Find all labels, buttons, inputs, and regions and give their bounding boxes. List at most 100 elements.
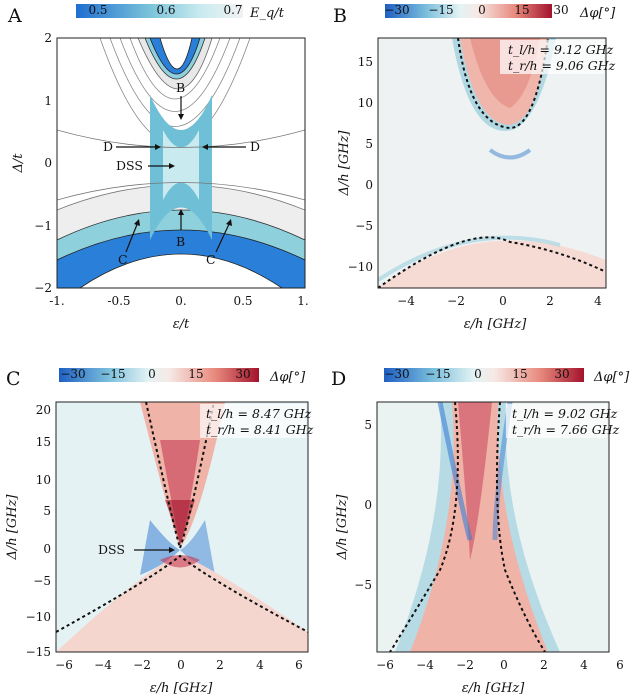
colorbar-tick: 15 <box>188 367 203 381</box>
colorbar-tick: −15 <box>100 367 125 381</box>
param-tl: t_l/h = 9.12 GHz <box>508 42 614 57</box>
colorbar-tick: 15 <box>514 3 529 17</box>
x-tick: 2 <box>540 658 548 672</box>
y-tick: 5 <box>365 137 373 151</box>
annotation: B <box>176 234 185 249</box>
x-tick: −6 <box>376 658 394 672</box>
colorbar-tick: −15 <box>428 3 453 17</box>
param-tl: t_l/h = 9.02 GHz <box>512 406 618 421</box>
colorbar-tick: −30 <box>384 367 409 381</box>
annotation: C <box>118 252 128 267</box>
y-tick: 10 <box>36 473 51 487</box>
colorbar-c <box>59 368 259 382</box>
panel-d: D −30 −15 0 15 30 Δφ[°] t_l/h = 9.02 GHz… <box>331 367 630 696</box>
x-tick: −4 <box>416 658 434 672</box>
colorbar-label: Δφ[°] <box>593 370 630 385</box>
x-tick: 6 <box>295 658 303 672</box>
energy-map-a <box>57 38 305 288</box>
y-axis-label: Δ/h [GHz] <box>5 494 20 561</box>
y-axis-label: Δ/h [GHz] <box>335 494 350 561</box>
x-tick: 0.5 <box>233 294 252 308</box>
phase-map-b <box>378 38 606 288</box>
panel-a: A 0.5 0.6 0.7 E_q/t B <box>7 3 309 332</box>
x-tick: 4 <box>594 294 602 308</box>
panel-label-a: A <box>7 5 22 27</box>
x-tick: 4 <box>580 658 588 672</box>
y-tick: 2 <box>44 31 52 45</box>
x-axis-label: ε/h [GHz] <box>464 317 528 332</box>
y-axis-label: Δ/h [GHz] <box>337 130 352 197</box>
annotations-a: B B D D DSS C C <box>103 80 260 267</box>
x-axis-label: ε/h [GHz] <box>150 681 214 696</box>
y-tick: 0 <box>365 178 373 192</box>
x-tick: 2 <box>216 658 224 672</box>
phase-map-d <box>377 402 609 652</box>
colorbar-tick: 0.5 <box>88 3 107 17</box>
panel-b: B −30 −15 0 15 30 Δφ[°] t_l/h = 9.12 GHz… <box>333 3 616 332</box>
param-tr: t_r/h = 7.66 GHz <box>512 422 620 437</box>
colorbar-tick: 0.7 <box>223 3 242 17</box>
colorbar-tick: 30 <box>235 367 250 381</box>
colorbar-tick: 15 <box>512 367 527 381</box>
x-tick: -1. <box>49 294 65 308</box>
y-tick: 15 <box>358 55 373 69</box>
x-tick: −2 <box>447 294 465 308</box>
y-tick: −2 <box>34 281 52 295</box>
y-axis-label: Δ/t <box>11 153 26 174</box>
annotation: DSS <box>116 158 143 173</box>
y-tick: 10 <box>358 96 373 110</box>
x-axis-label: ε/h [GHz] <box>462 681 526 696</box>
colorbar-tick: −15 <box>425 367 450 381</box>
colorbar-tick: −30 <box>384 3 409 17</box>
panel-label-b: B <box>333 5 347 27</box>
x-tick: 0. <box>175 294 186 308</box>
colorbar-tick: −30 <box>60 367 85 381</box>
colorbar-label: Δφ[°] <box>579 6 616 21</box>
x-tick: −2 <box>456 658 474 672</box>
panel-label-d: D <box>331 368 346 390</box>
y-tick: 20 <box>36 403 51 417</box>
y-tick: 5 <box>364 418 372 432</box>
colorbar-tick: 30 <box>554 367 569 381</box>
y-tick: 0 <box>364 498 372 512</box>
colorbar-label: Δφ[°] <box>269 370 306 385</box>
x-tick: 0 <box>500 658 508 672</box>
y-tick: −5 <box>354 578 372 592</box>
x-tick: −2 <box>133 658 151 672</box>
y-tick: 0 <box>43 542 51 556</box>
x-tick: -0.5 <box>107 294 130 308</box>
panel-label-c: C <box>6 368 21 390</box>
annotation: D <box>250 139 260 154</box>
y-tick: 1 <box>44 94 52 108</box>
colorbar-d <box>384 368 584 382</box>
y-tick: 0 <box>44 156 52 170</box>
x-tick: −4 <box>94 658 112 672</box>
axis-ticks-d: −6 −4 −2 0 2 4 6 5 0 −5 <box>354 418 624 672</box>
axis-ticks-c: −6 −4 −2 0 2 4 6 20 15 10 5 0 −5 −10 −15 <box>26 403 303 672</box>
x-tick: 0 <box>177 658 185 672</box>
annotation: D <box>103 139 113 154</box>
x-axis-label: ε/t <box>173 317 190 332</box>
colorbar-tick: 30 <box>553 3 568 17</box>
colorbar-b <box>385 4 552 18</box>
y-tick: −15 <box>26 645 51 659</box>
x-tick: 2 <box>546 294 554 308</box>
panel-c: C −30 −15 0 15 30 Δφ[°] t_l/h = 8.47 GHz… <box>5 367 314 696</box>
x-tick: 6 <box>616 658 624 672</box>
y-tick: −10 <box>348 260 373 274</box>
y-tick: 5 <box>43 504 51 518</box>
param-tr: t_r/h = 8.41 GHz <box>206 422 314 437</box>
annotation: C <box>206 252 216 267</box>
colorbar-a <box>76 4 243 18</box>
y-tick: −10 <box>26 610 51 624</box>
x-tick: 1. <box>297 294 308 308</box>
annotation: DSS <box>98 542 125 557</box>
colorbar-tick: 0 <box>474 367 482 381</box>
x-tick: −6 <box>55 658 73 672</box>
colorbar-label: E_q/t <box>249 6 285 21</box>
param-tl: t_l/h = 8.47 GHz <box>206 406 312 421</box>
y-tick: 15 <box>36 435 51 449</box>
x-tick: 0 <box>499 294 507 308</box>
x-tick: −4 <box>397 294 415 308</box>
